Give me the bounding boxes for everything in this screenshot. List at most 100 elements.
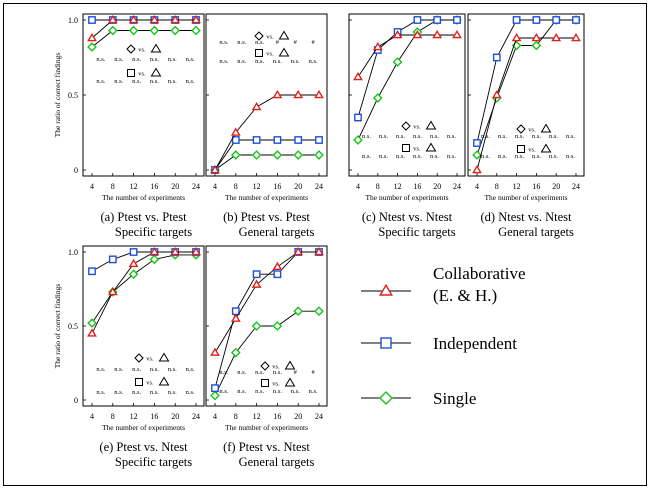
significance-label: # [311, 369, 315, 376]
comparison-vs-label: vs. [272, 381, 280, 388]
panel-caption-line1: (d) Ntest vs. Ntest [481, 210, 572, 224]
data-point-diamond [251, 150, 262, 160]
significance-label: n.s. [168, 78, 177, 85]
x-tick-label: 20 [294, 182, 302, 191]
significance-label: n.s. [96, 366, 105, 373]
data-point-diamond [87, 318, 97, 328]
data-point-square [453, 16, 461, 24]
y-tick-label: 0.5 [68, 91, 78, 100]
significance-label: n.s. [96, 56, 105, 63]
data-point-triangle [293, 246, 304, 256]
comparison-diamond-icon [134, 353, 144, 363]
significance-label: n.s. [237, 369, 246, 376]
significance-label: n.s. [150, 389, 159, 396]
data-point-square [88, 16, 96, 24]
significance-label: # [311, 39, 315, 46]
significance-label: n.s. [186, 366, 195, 373]
series-line [91, 251, 196, 334]
data-point-triangle [128, 14, 139, 24]
data-point-triangle [353, 71, 363, 81]
data-point-triangle [491, 89, 502, 99]
x-tick-label: 8 [111, 182, 115, 191]
data-point-diamond [314, 150, 324, 160]
data-point-square [211, 384, 219, 393]
panel-caption-line2: Specific targets [115, 225, 192, 239]
comparison-triangle-icon [540, 143, 552, 153]
data-point-diamond [149, 25, 160, 36]
data-point-triangle [272, 89, 283, 99]
data-point-triangle [472, 164, 482, 174]
data-point-square [252, 136, 261, 144]
x-tick-label: 12 [130, 412, 138, 421]
significance-label: n.s. [430, 153, 439, 160]
significance-label: n.s. [132, 56, 141, 63]
y-tick-label: 0 [74, 166, 78, 175]
x-tick-label: 20 [552, 182, 560, 191]
significance-label: n.s. [114, 389, 123, 396]
data-point-square [413, 16, 422, 24]
significance-label: n.s. [168, 366, 177, 373]
comparison-triangle-icon [150, 67, 162, 77]
significance-label: n.s. [430, 133, 439, 140]
data-point-triangle [170, 246, 181, 256]
comparison-vs-label: vs. [272, 364, 280, 371]
significance-label: n.s. [515, 153, 524, 160]
significance-label: n.s. [237, 388, 246, 395]
significance-label: n.s. [150, 56, 159, 63]
significance-label: n.s. [481, 153, 490, 160]
comparison-vs-label: vs. [146, 356, 154, 363]
significance-label: n.s. [273, 388, 282, 395]
x-tick-label: 16 [273, 182, 281, 191]
chart-panel-d: 4 8 12 16 20 24 The number of experiments vs. vs… [467, 13, 585, 239]
significance-label: n.s. [291, 388, 300, 395]
comparison-triangle-icon [425, 142, 437, 152]
x-tick-label: 12 [513, 182, 521, 191]
significance-label: n.s. [132, 78, 141, 85]
data-point-square [552, 16, 561, 24]
significance-label: n.s. [273, 369, 282, 376]
significance-label: n.s. [566, 133, 575, 140]
x-tick-label: 4 [356, 182, 360, 191]
significance-label: n.s. [168, 56, 177, 63]
x-tick-label: 24 [315, 412, 323, 421]
data-point-square [231, 136, 240, 144]
panel-caption-line2: General targets [239, 455, 315, 469]
significance-label: n.s. [379, 133, 388, 140]
data-point-triangle [372, 41, 383, 51]
x-tick-label: 12 [253, 182, 261, 191]
data-point-square [108, 255, 117, 264]
chart-panel-b: 4 8 12 16 20 24 The number of experiments vs. vs… [205, 13, 328, 239]
x-tick-label: 8 [376, 182, 380, 191]
data-point-triangle [432, 29, 443, 39]
significance-label: n.s. [255, 58, 264, 65]
x-tick-label: 20 [294, 412, 302, 421]
x-tick-label: 12 [253, 412, 261, 421]
series-line [476, 37, 576, 171]
data-point-diamond [272, 150, 283, 160]
comparison-diamond-icon [516, 124, 526, 134]
comparison-vs-label: vs. [266, 51, 274, 58]
data-point-diamond [170, 25, 181, 36]
data-point-diamond [293, 150, 304, 160]
x-tick-label: 16 [150, 182, 158, 191]
x-tick-label: 4 [475, 182, 479, 191]
significance-label: n.s. [219, 58, 228, 65]
data-point-triangle [314, 246, 324, 256]
x-tick-label: 8 [234, 182, 238, 191]
panel-caption-line2: Specific targets [115, 455, 192, 469]
comparison-triangle-icon [158, 352, 170, 362]
panel-caption-line1: (c) Ntest vs. Ntest [362, 210, 453, 224]
significance-label: # [294, 369, 298, 376]
data-point-square [492, 53, 501, 62]
series-line [357, 19, 457, 141]
x-axis-label: The number of experiments [102, 193, 185, 202]
comparison-diamond-icon [401, 121, 411, 131]
comparison-vs-label: vs. [138, 47, 146, 54]
significance-label: n.s. [219, 39, 228, 46]
x-tick-label: 8 [111, 412, 115, 421]
significance-label: n.s. [114, 366, 123, 373]
chart-panel-f: 4 8 12 16 20 24 The number of experiments vs. vs… [205, 245, 328, 469]
x-tick-label: 16 [150, 412, 158, 421]
significance-label: n.s. [362, 133, 371, 140]
comparison-triangle-icon [150, 43, 162, 53]
